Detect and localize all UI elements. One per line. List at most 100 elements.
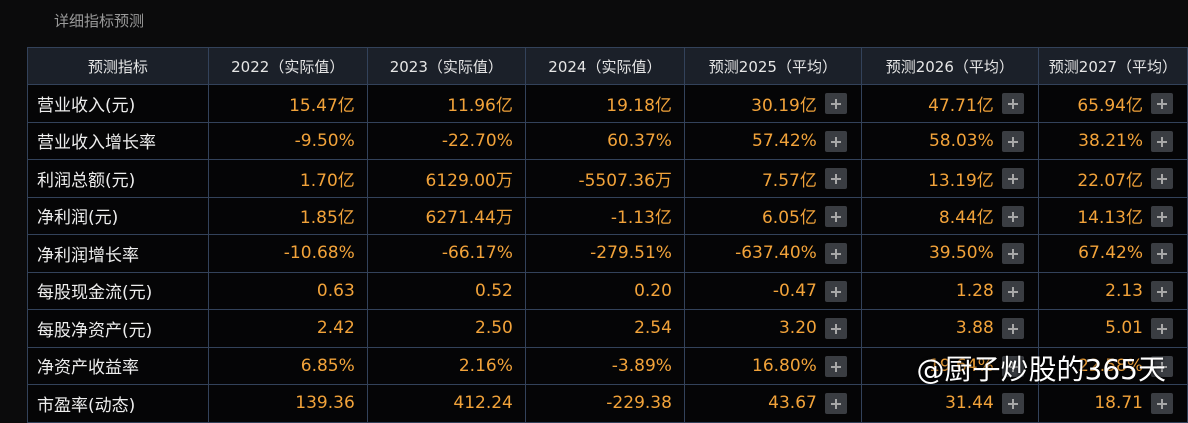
value-cell: 3.20 (683, 309, 862, 348)
expand-button[interactable] (1151, 355, 1173, 377)
row-label: 营业收入(元) (27, 84, 209, 123)
value-cell: 47.71亿 (860, 84, 1039, 123)
value-cell: 14.13亿 (1037, 196, 1188, 235)
value-text: 14.13亿 (1077, 208, 1143, 229)
value-text: 412.24 (453, 393, 513, 414)
value-cell: 30.19亿 (683, 84, 862, 123)
value-cell: 19.64% (860, 346, 1039, 385)
table-row: 每股现金流(元) 0.63 0.52 0.20 -0.47 1.28 2.13 (27, 271, 1188, 310)
value-cell: 7.57亿 (683, 159, 862, 198)
forecast-table: 预测指标 2022（实际值） 2023（实际值） 2024（实际值） 预测2025（平均… (27, 47, 1188, 423)
section-title: 详细指标预测 (54, 12, 145, 30)
expand-button[interactable] (824, 205, 847, 227)
value-cell: -229.38 (524, 384, 685, 423)
value-cell: -0.47 (683, 271, 862, 310)
row-label: 净资产收益率 (27, 346, 209, 385)
row-label: 营业收入增长率 (27, 121, 209, 160)
row-label: 净利润(元) (27, 196, 209, 235)
expand-button[interactable] (1151, 243, 1173, 264)
table-row: 利润总额(元) 1.70亿 6129.00万 -5507.36万 7.57亿 13.19亿… (27, 159, 1188, 198)
value-text: 0.52 (475, 280, 513, 301)
value-cell: 67.42% (1037, 234, 1188, 273)
value-cell: 22.07亿 (1037, 159, 1188, 198)
value-cell: 60.37% (524, 121, 685, 160)
value-cell: 6129.00万 (366, 159, 526, 198)
value-cell: 2.16% (366, 346, 526, 385)
value-text: 2.50 (475, 318, 513, 339)
expand-button[interactable] (824, 355, 847, 377)
expand-button[interactable] (1001, 168, 1024, 189)
value-cell: 18.71 (1037, 384, 1188, 423)
expand-button[interactable] (1001, 355, 1024, 377)
expand-button[interactable] (1151, 130, 1173, 152)
expand-button[interactable] (1001, 93, 1024, 114)
value-text: 15.47亿 (289, 95, 355, 116)
value-text: 13.19亿 (928, 170, 994, 191)
expand-button[interactable] (1001, 205, 1024, 227)
value-cell: 65.94亿 (1037, 84, 1188, 123)
value-text: 2.54 (634, 318, 672, 339)
value-text: 139.36 (295, 393, 355, 414)
value-text: 11.96亿 (447, 95, 513, 116)
value-cell: 22.58% (1037, 346, 1188, 385)
expand-button[interactable] (1151, 205, 1173, 227)
expand-button[interactable] (824, 318, 847, 339)
expand-button[interactable] (824, 280, 847, 302)
value-cell: -10.68% (207, 234, 368, 273)
expand-button[interactable] (1001, 280, 1024, 302)
value-text: 30.19亿 (751, 95, 817, 116)
value-text: -5507.36万 (578, 170, 672, 191)
expand-button[interactable] (824, 393, 847, 414)
expand-button[interactable] (1151, 318, 1173, 339)
row-label: 利润总额(元) (27, 159, 209, 198)
header-cell: 2022（实际值） (207, 47, 368, 85)
value-text: -1.13亿 (610, 208, 672, 229)
value-text: 0.63 (316, 280, 355, 301)
value-cell: 31.44 (860, 384, 1039, 423)
value-text: 5.01 (1105, 318, 1143, 339)
value-cell: -3.89% (524, 346, 685, 385)
value-text: -9.50% (294, 130, 355, 151)
value-cell: 2.54 (524, 309, 685, 348)
value-cell: 2.50 (366, 309, 526, 348)
expand-button[interactable] (1001, 243, 1024, 264)
value-text: 3.20 (778, 318, 817, 339)
value-text: 0.20 (634, 280, 672, 301)
value-text: 65.94亿 (1077, 95, 1143, 116)
value-cell: 58.03% (860, 121, 1039, 160)
expand-button[interactable] (824, 168, 847, 189)
expand-button[interactable] (824, 130, 847, 152)
expand-button[interactable] (1151, 168, 1173, 189)
value-cell: 19.18亿 (524, 84, 685, 123)
expand-button[interactable] (1001, 318, 1024, 339)
value-text: 19.18亿 (606, 95, 672, 116)
row-label: 每股现金流(元) (27, 271, 209, 310)
value-text: 19.64% (928, 355, 994, 376)
value-cell: -1.13亿 (524, 196, 685, 235)
value-text: 7.57亿 (761, 170, 817, 191)
expand-button[interactable] (1151, 93, 1173, 114)
expand-button[interactable] (1001, 393, 1024, 414)
header-cell: 预测2025（平均） (683, 47, 862, 85)
value-cell: 11.96亿 (366, 84, 526, 123)
expand-button[interactable] (824, 243, 847, 264)
value-text: 6.85% (300, 355, 355, 376)
value-text: -0.47 (772, 280, 817, 301)
page: 详细指标预测 预测指标 2022（实际值） 2023（实际值） 2024（实际值） 预测… (27, 12, 1188, 423)
header-row: 预测指标 2022（实际值） 2023（实际值） 2024（实际值） 预测2025（平均… (27, 47, 1188, 85)
expand-button[interactable] (1151, 280, 1173, 302)
value-text: -279.51% (590, 243, 672, 264)
value-text: 22.07亿 (1077, 170, 1143, 191)
value-cell: -22.70% (366, 121, 526, 160)
value-cell: 6.85% (207, 346, 368, 385)
table-row: 净资产收益率 6.85% 2.16% -3.89% 16.80% 19.64% 22.58% (27, 346, 1188, 385)
expand-button[interactable] (1001, 130, 1024, 152)
value-cell: 0.52 (366, 271, 526, 310)
value-cell: 5.01 (1037, 309, 1188, 348)
value-text: 39.50% (928, 243, 994, 264)
expand-button[interactable] (824, 93, 847, 114)
value-cell: 1.70亿 (207, 159, 368, 198)
value-cell: 139.36 (207, 384, 368, 423)
value-cell: 43.67 (683, 384, 862, 423)
expand-button[interactable] (1151, 393, 1173, 414)
